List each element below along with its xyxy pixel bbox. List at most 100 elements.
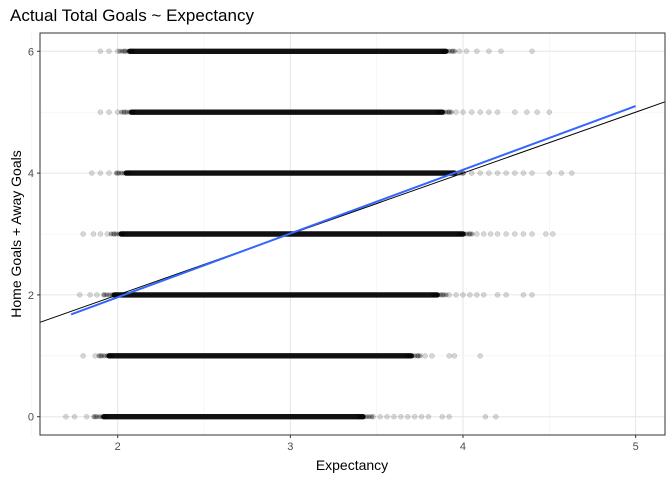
data-point <box>482 413 489 420</box>
data-point <box>97 48 104 55</box>
data-point <box>132 109 138 115</box>
data-point <box>503 170 509 176</box>
data-point <box>63 413 69 420</box>
data-point <box>90 231 97 237</box>
data-point <box>529 48 535 55</box>
data-point <box>477 109 484 115</box>
data-point <box>101 292 107 298</box>
data-point <box>438 292 444 298</box>
data-point <box>435 292 441 298</box>
x-axis: 2 3 4 5 <box>115 435 639 453</box>
data-point <box>460 292 466 298</box>
data-point <box>104 414 110 420</box>
data-point <box>460 109 466 115</box>
data-point <box>469 231 475 237</box>
data-point <box>529 170 535 176</box>
data-point <box>468 170 475 176</box>
data-point <box>117 48 123 54</box>
data-point <box>121 109 128 115</box>
data-point <box>119 231 125 237</box>
data-point <box>366 414 372 420</box>
data-point <box>550 231 556 237</box>
data-point <box>358 414 364 420</box>
data-point <box>97 231 104 237</box>
data-point <box>76 292 83 298</box>
data-point <box>468 109 475 115</box>
x-tick-label: 3 <box>287 441 293 453</box>
data-point <box>546 109 553 115</box>
data-point <box>92 353 98 359</box>
data-point <box>453 292 459 298</box>
x-tick-label: 2 <box>115 441 121 453</box>
data-point <box>91 414 97 420</box>
data-point <box>83 413 90 420</box>
data-point <box>113 231 119 237</box>
data-point <box>409 353 415 359</box>
data-point <box>466 231 472 237</box>
data-point <box>498 48 504 55</box>
data-point <box>119 109 125 115</box>
data-point <box>106 48 112 55</box>
data-point <box>449 48 455 54</box>
data-point <box>407 353 413 359</box>
data-point <box>80 231 86 237</box>
data-point <box>94 292 100 298</box>
data-point <box>425 413 432 420</box>
data-point <box>99 414 105 420</box>
data-point <box>477 170 484 176</box>
data-point <box>446 109 452 115</box>
data-point <box>446 109 452 115</box>
data-point <box>411 413 418 420</box>
data-point <box>71 413 78 420</box>
data-point <box>93 414 99 420</box>
data-point <box>439 48 445 54</box>
data-point <box>512 170 518 176</box>
data-point <box>127 48 133 54</box>
data-point <box>447 48 453 54</box>
y-tick-label: 6 <box>28 46 34 58</box>
data-point <box>459 231 465 237</box>
data-point <box>456 231 462 237</box>
data-point <box>404 413 411 420</box>
data-point <box>126 109 132 115</box>
data-point <box>512 109 518 115</box>
data-point <box>121 109 127 115</box>
data-point <box>111 231 117 237</box>
data-point <box>486 109 492 115</box>
x-tick-label: 4 <box>460 441 466 453</box>
data-point <box>494 231 501 237</box>
reference-line <box>39 101 666 323</box>
data-point <box>529 292 535 298</box>
data-point <box>486 170 492 176</box>
data-point <box>569 170 575 176</box>
data-point <box>124 170 130 176</box>
data-point <box>370 413 376 420</box>
data-point <box>446 292 452 298</box>
data-point <box>494 292 501 298</box>
data-point <box>104 292 110 298</box>
data-point <box>453 109 459 115</box>
data-point <box>356 414 362 420</box>
data-point <box>125 48 131 54</box>
data-point <box>449 48 456 55</box>
data-points <box>63 48 575 420</box>
data-point <box>529 231 535 237</box>
data-point <box>512 231 518 237</box>
data-point <box>494 170 501 176</box>
data-point <box>448 109 454 115</box>
data-point <box>429 353 435 359</box>
fit-line <box>70 105 636 316</box>
y-tick-label: 2 <box>28 290 34 302</box>
y-tick-label: 4 <box>28 168 34 180</box>
data-point <box>80 353 86 359</box>
data-point <box>121 231 127 237</box>
x-axis-title: Expectancy <box>316 457 388 473</box>
data-point <box>452 48 458 54</box>
data-point <box>461 231 467 237</box>
data-point <box>520 292 527 298</box>
data-point <box>520 231 527 237</box>
data-point <box>477 353 484 359</box>
data-point <box>418 413 425 420</box>
data-point <box>493 413 499 420</box>
data-point <box>106 353 112 359</box>
